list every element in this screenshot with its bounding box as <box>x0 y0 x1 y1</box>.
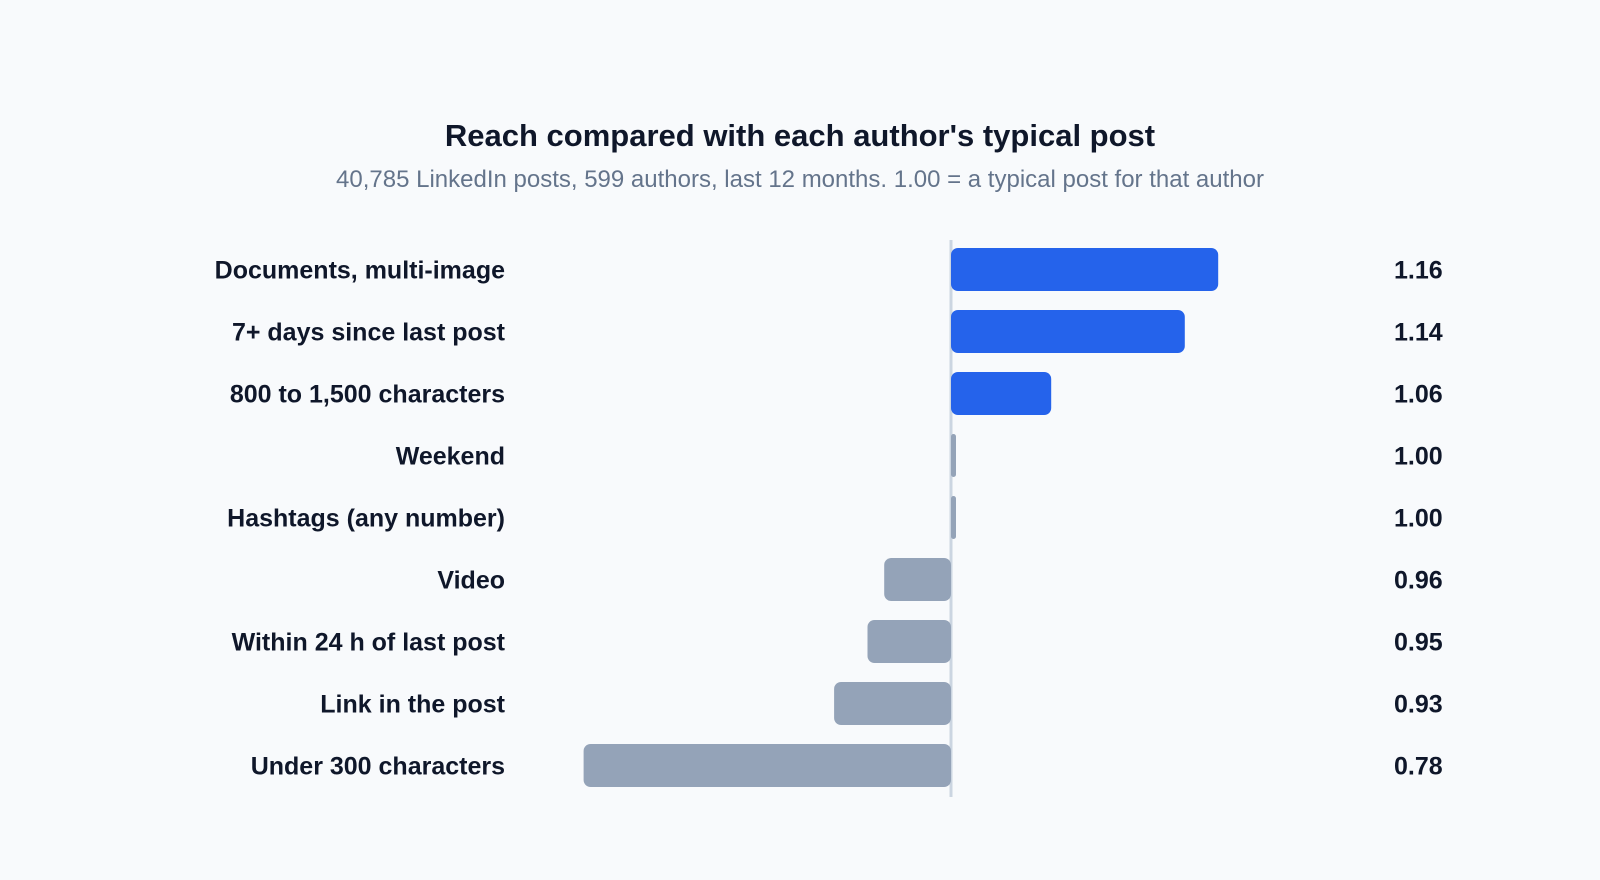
value-label: 0.78 <box>1394 753 1443 781</box>
category-label: Link in the post <box>320 691 505 719</box>
chart-subtitle: 40,785 LinkedIn posts, 599 authors, last… <box>336 166 1264 193</box>
category-label: 800 to 1,500 characters <box>230 381 505 409</box>
category-label: Within 24 h of last post <box>232 629 506 657</box>
bar <box>834 682 951 725</box>
bar <box>951 310 1185 353</box>
category-label: Weekend <box>396 443 505 471</box>
value-label: 0.95 <box>1394 629 1443 657</box>
category-label: Under 300 characters <box>251 753 505 781</box>
bar <box>951 434 956 477</box>
bar <box>884 558 951 601</box>
value-label: 1.00 <box>1394 505 1443 533</box>
value-label: 1.06 <box>1394 381 1443 409</box>
value-label: 0.93 <box>1394 691 1443 719</box>
bar <box>867 620 951 663</box>
bar <box>951 248 1219 291</box>
bar <box>583 744 951 787</box>
category-label: 7+ days since last post <box>232 319 506 347</box>
value-label: 1.00 <box>1394 443 1443 471</box>
value-label: 1.16 <box>1394 257 1443 285</box>
value-label: 1.14 <box>1394 319 1443 347</box>
bar <box>951 372 1052 415</box>
category-label: Hashtags (any number) <box>227 505 505 533</box>
chart-title: Reach compared with each author's typica… <box>444 118 1156 153</box>
category-label: Video <box>437 567 505 595</box>
bar <box>951 496 956 539</box>
category-label: Documents, multi-image <box>215 257 505 285</box>
value-label: 0.96 <box>1394 567 1443 595</box>
